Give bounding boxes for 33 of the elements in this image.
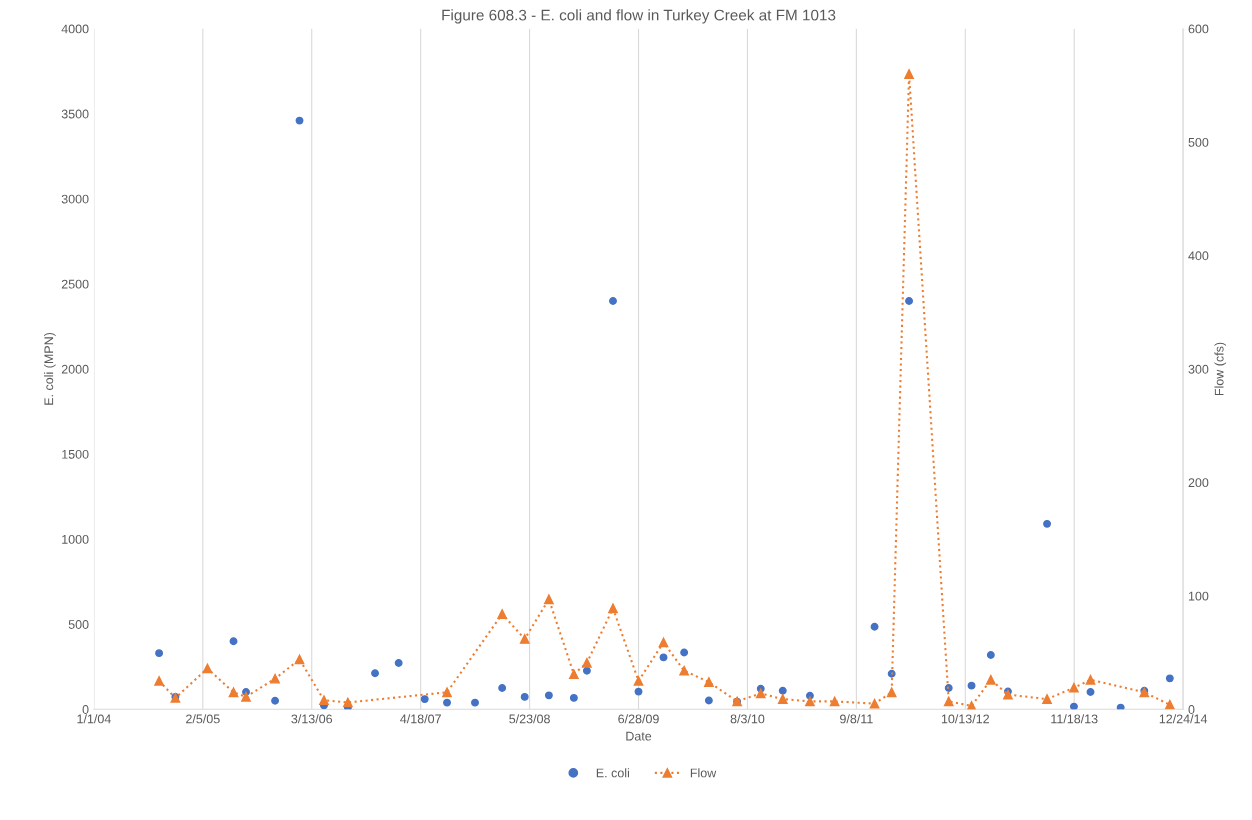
y-axis-title: E. coli (MPN) [44, 332, 56, 405]
x-tick-label: 11/18/13 [1051, 714, 1098, 724]
y-tick-label: 0 [82, 705, 89, 714]
x-tick-label: 6/28/09 [618, 714, 659, 724]
y-tick-label: 1000 [62, 534, 89, 544]
y-tick-label: 2500 [61, 279, 89, 289]
x-tick-label: 3/13/06 [291, 714, 333, 724]
x-tick-label: 2/5/05 [186, 714, 220, 724]
y2-tick-label: 300 [1188, 364, 1209, 374]
x-axis-title: Date [626, 731, 652, 741]
x-tick-label: 1/1/04 [77, 714, 111, 724]
y2-tick-label: 200 [1188, 478, 1209, 488]
y2-tick-label: 500 [1188, 137, 1209, 147]
legend-label: E. coli [596, 768, 629, 778]
y-tick-label: 3000 [61, 194, 89, 204]
x-tick-label: 12/24/14 [1159, 714, 1208, 724]
y2-tick-label: 100 [1188, 591, 1209, 601]
y2-tick-label: 0 [1188, 705, 1195, 714]
x-tick-label: 10/13/12 [941, 714, 989, 724]
x-tick-label: 8/3/10 [730, 714, 765, 724]
y2-axis-title: Flow (cfs) [1214, 342, 1227, 396]
y-tick-label: 2000 [61, 364, 89, 374]
y2-tick-label: 600 [1188, 24, 1209, 34]
y-tick-label: 3500 [61, 109, 89, 119]
y-tick-label: 500 [68, 620, 89, 629]
x-tick-label: 9/8/11 [840, 714, 873, 724]
y-tick-label: 1500 [62, 449, 89, 459]
legend-label: Flow [690, 768, 717, 778]
chart-title: Figure 608.3 - E. coli and flow in Turkey Creek at FM 1013 [442, 9, 836, 24]
x-tick-label: 4/18/07 [400, 714, 441, 724]
x-tick-label: 5/23/08 [509, 714, 550, 724]
y-tick-label: 4000 [61, 24, 89, 34]
y2-tick-label: 400 [1188, 251, 1209, 261]
